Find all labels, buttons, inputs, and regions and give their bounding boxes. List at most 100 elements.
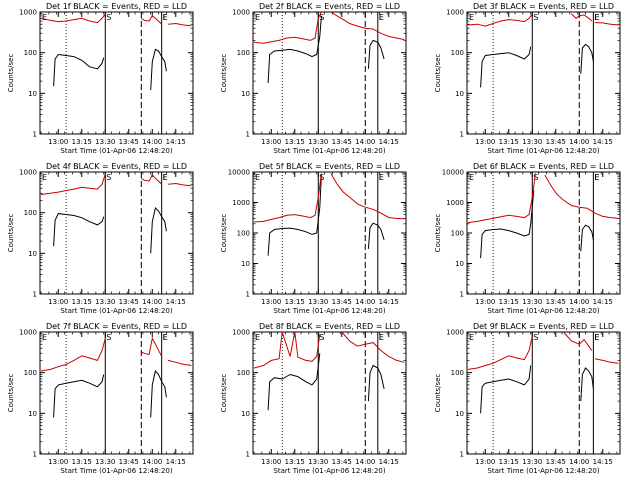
series-lld-line bbox=[330, 173, 405, 220]
corner-label-right: E bbox=[594, 173, 599, 182]
series-lld-line bbox=[253, 11, 322, 44]
plot-frame bbox=[466, 171, 621, 295]
y-tick-label: 1 bbox=[33, 291, 37, 299]
y-tick-label: 10 bbox=[241, 260, 250, 268]
y-tick-label: 100 bbox=[24, 369, 37, 377]
x-tick-label: 14:00 bbox=[355, 458, 375, 466]
x-tick-label: 13:00 bbox=[475, 458, 495, 466]
y-tick-label: 10 bbox=[28, 250, 37, 258]
corner-label-left: E bbox=[42, 13, 47, 22]
x-tick-label: 13:45 bbox=[546, 458, 566, 466]
corner-label-left: E bbox=[469, 333, 474, 342]
y-axis-label: Counts/sec bbox=[220, 214, 228, 253]
marker-label: S bbox=[533, 333, 538, 342]
x-tick-label: 13:45 bbox=[546, 298, 566, 306]
corner-label-left: E bbox=[42, 173, 47, 182]
series-events-line bbox=[480, 190, 535, 259]
corner-label-right: E bbox=[163, 13, 168, 22]
x-tick-label: 14:00 bbox=[569, 458, 589, 466]
x-tick-label: 13:00 bbox=[48, 298, 68, 306]
panel-det-2f: Det 2f BLACK = Events, RED = LLD 1 10 100 10… bbox=[220, 2, 407, 155]
x-tick-label: 13:45 bbox=[119, 298, 139, 306]
x-axis-label: Start Time (01-Apr-06 12:48:20) bbox=[60, 467, 172, 475]
x-tick-label: 13:15 bbox=[72, 298, 92, 306]
x-axis-label: Start Time (01-Apr-06 12:48:20) bbox=[60, 147, 172, 155]
series-events-line bbox=[150, 369, 167, 418]
x-tick-label: 13:45 bbox=[332, 138, 352, 146]
y-tick-label: 10 bbox=[28, 90, 37, 98]
y-tick-label: 100 bbox=[24, 49, 37, 57]
series-events-line bbox=[367, 39, 385, 69]
y-tick-label: 1000 bbox=[19, 9, 37, 17]
marker-label: S bbox=[106, 173, 111, 182]
x-tick-label: 13:15 bbox=[285, 138, 305, 146]
series-lld-line bbox=[253, 173, 322, 223]
y-tick-label: 100 bbox=[237, 369, 250, 377]
corner-label-left: E bbox=[255, 13, 260, 22]
y-tick-label: 1000 bbox=[232, 9, 250, 17]
panel-det-7f: Det 7f BLACK = Events, RED = LLD 1 10 100 10… bbox=[7, 322, 194, 475]
x-tick-label: 14:15 bbox=[166, 458, 186, 466]
x-tick-label: 14:15 bbox=[379, 298, 399, 306]
panel-title: Det 3f BLACK = Events, RED = LLD bbox=[473, 2, 614, 11]
x-tick-label: 13:30 bbox=[95, 138, 115, 146]
y-tick-label: 100 bbox=[237, 49, 250, 57]
x-tick-label: 13:30 bbox=[522, 458, 542, 466]
plot-frame bbox=[39, 171, 194, 295]
x-axis-label: Start Time (01-Apr-06 12:48:20) bbox=[60, 307, 172, 315]
plot-frame bbox=[252, 11, 407, 135]
marker-label: S bbox=[533, 173, 538, 182]
series-events-line bbox=[480, 365, 532, 414]
y-tick-label: 1 bbox=[246, 131, 250, 139]
panel-title: Det 5f BLACK = Events, RED = LLD bbox=[259, 162, 400, 171]
marker-label: S bbox=[319, 13, 324, 22]
y-tick-label: 100 bbox=[451, 49, 464, 57]
series-events-line bbox=[367, 222, 385, 249]
y-tick-label: 1000 bbox=[19, 169, 37, 177]
y-tick-label: 100 bbox=[24, 209, 37, 217]
panel-title: Det 8f BLACK = Events, RED = LLD bbox=[259, 322, 400, 331]
x-tick-label: 13:00 bbox=[261, 458, 281, 466]
series-events-line bbox=[480, 46, 532, 88]
series-events-line bbox=[580, 367, 594, 402]
x-tick-label: 14:15 bbox=[379, 458, 399, 466]
marker-label: E bbox=[163, 173, 168, 182]
corner-label-left: E bbox=[255, 333, 260, 342]
panel-title: Det 2f BLACK = Events, RED = LLD bbox=[259, 2, 400, 11]
x-tick-label: 13:30 bbox=[522, 138, 542, 146]
series-lld-line bbox=[544, 174, 619, 219]
marker-label: S bbox=[319, 173, 324, 182]
marker-label: E bbox=[163, 333, 168, 342]
y-axis-label: Counts/sec bbox=[7, 374, 15, 413]
x-tick-label: 13:45 bbox=[546, 138, 566, 146]
plot-frame bbox=[252, 171, 407, 295]
corner-label-left: E bbox=[469, 173, 474, 182]
corner-label-right: E bbox=[163, 333, 168, 342]
y-tick-label: 1 bbox=[246, 291, 250, 299]
x-tick-label: 13:45 bbox=[332, 458, 352, 466]
y-tick-label: 10 bbox=[455, 410, 464, 418]
y-tick-label: 10 bbox=[241, 90, 250, 98]
panel-title: Det 4f BLACK = Events, RED = LLD bbox=[46, 162, 187, 171]
y-tick-label: 10 bbox=[455, 90, 464, 98]
x-tick-label: 13:00 bbox=[48, 138, 68, 146]
x-tick-label: 13:00 bbox=[475, 138, 495, 146]
y-tick-label: 10 bbox=[241, 410, 250, 418]
x-tick-label: 14:00 bbox=[142, 458, 162, 466]
y-tick-label: 1000 bbox=[446, 329, 464, 337]
marker-label: S bbox=[106, 333, 111, 342]
series-lld-line bbox=[467, 335, 533, 370]
x-tick-label: 13:00 bbox=[261, 298, 281, 306]
y-tick-label: 10 bbox=[455, 260, 464, 268]
x-tick-label: 14:00 bbox=[355, 138, 375, 146]
x-tick-label: 13:15 bbox=[285, 298, 305, 306]
corner-label-right: E bbox=[594, 333, 599, 342]
x-tick-label: 13:30 bbox=[522, 298, 542, 306]
x-tick-label: 13:30 bbox=[308, 138, 328, 146]
y-tick-label: 1 bbox=[246, 451, 250, 459]
y-tick-label: 1 bbox=[33, 131, 37, 139]
x-tick-label: 13:15 bbox=[72, 458, 92, 466]
series-lld-line bbox=[40, 13, 106, 24]
x-tick-label: 13:00 bbox=[475, 298, 495, 306]
